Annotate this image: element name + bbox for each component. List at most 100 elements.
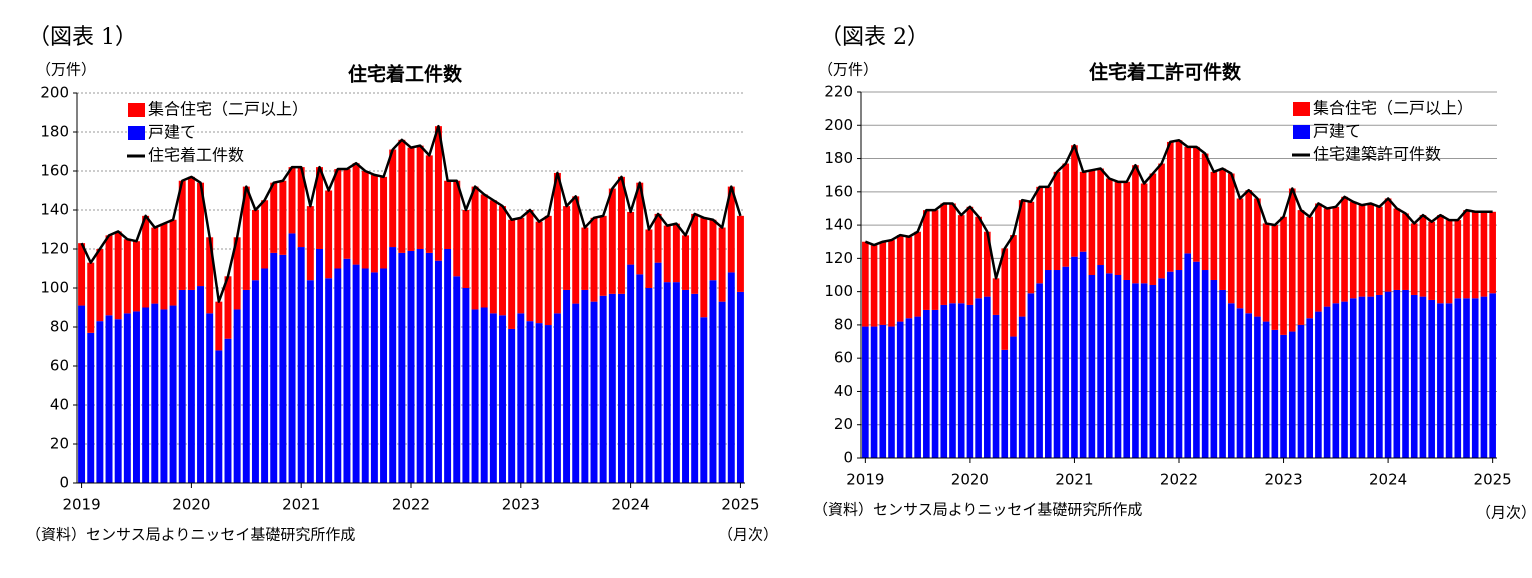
bar-segment: [1071, 145, 1078, 257]
chart-title: 住宅着工許可件数: [1089, 61, 1242, 84]
y-tick-label: 200: [40, 84, 69, 102]
bar-segment: [1445, 220, 1453, 304]
bar-segment: [1402, 213, 1409, 290]
bar-segment: [297, 247, 305, 483]
bar-segment: [242, 186, 250, 290]
bar-segment: [957, 215, 965, 304]
bar-segment: [1027, 293, 1035, 458]
bar-segment: [251, 210, 259, 281]
bar-segment: [1437, 303, 1444, 458]
bar-segment: [940, 304, 948, 458]
bar-segment: [1254, 198, 1261, 317]
bar-segment: [682, 235, 689, 290]
bar-segment: [645, 229, 653, 288]
bar-segment: [462, 288, 470, 483]
bar-segment: [489, 200, 497, 314]
bar-segment: [325, 190, 333, 279]
bar-segment: [1132, 283, 1139, 458]
bar-segment: [1053, 270, 1061, 458]
bar-segment: [380, 268, 388, 483]
bar-segment: [1358, 296, 1366, 458]
bar-segment: [160, 223, 168, 310]
bar-segment: [123, 313, 131, 483]
y-tick-label: 120: [40, 240, 69, 258]
y-tick-label: 140: [824, 216, 853, 234]
bar-segment: [581, 227, 589, 290]
x-tick-label: 2024: [1369, 471, 1407, 489]
bar-segment: [940, 203, 948, 305]
bar-segment: [96, 249, 104, 322]
bar-segment: [672, 223, 680, 283]
bar-segment: [572, 196, 580, 304]
bar-segment: [966, 206, 974, 305]
bar-segment: [1489, 211, 1496, 294]
bar-segment: [1393, 208, 1401, 290]
bar-segment: [1105, 273, 1113, 458]
bar-segment: [905, 236, 913, 319]
bar-segment: [297, 167, 305, 248]
bar-segment: [617, 293, 625, 483]
bar-segment: [1018, 316, 1026, 458]
bar-segment: [700, 217, 708, 318]
x-tick-label: 2020: [172, 496, 210, 514]
bar-segment: [334, 169, 342, 269]
y-unit: （万件）: [36, 61, 96, 79]
bar-segment: [1001, 349, 1009, 458]
bar-segment: [233, 237, 241, 310]
bar-segment: [590, 217, 598, 302]
bar-segment: [1306, 318, 1313, 458]
bar-segment: [1010, 235, 1017, 337]
bar-segment: [984, 231, 991, 297]
bar-segment: [178, 180, 186, 290]
bar-segment: [1254, 316, 1261, 458]
bar-segment: [105, 315, 113, 483]
bar-segment: [718, 301, 726, 483]
bar-segment: [691, 293, 699, 483]
bar-segment: [215, 350, 223, 483]
y-tick-label: 20: [50, 435, 69, 453]
bar-segment: [526, 321, 534, 483]
bar-segment: [1140, 283, 1148, 458]
bar-segment: [1158, 278, 1165, 458]
bar-segment: [1428, 299, 1435, 458]
bar-segment: [407, 250, 415, 483]
bar-segment: [870, 245, 878, 327]
bar-segment: [1367, 203, 1374, 297]
bar-segment: [563, 289, 571, 483]
bar-segment: [279, 254, 287, 483]
bar-segment: [1419, 296, 1427, 458]
y-tick-label: 0: [59, 474, 69, 492]
bar-segment: [636, 274, 644, 483]
bar-segment: [736, 291, 744, 483]
bar-segment: [1454, 220, 1462, 299]
bar-segment: [1297, 324, 1305, 458]
bar-segment: [1175, 270, 1183, 458]
bar-segment: [352, 163, 360, 265]
y-tick-label: 160: [824, 182, 853, 200]
bar-segment: [1079, 171, 1087, 252]
bar-segment: [1376, 206, 1383, 295]
bar-segment: [407, 147, 415, 251]
bar-segment: [434, 126, 442, 261]
bar-segment: [1245, 313, 1253, 458]
bar-segment: [1315, 311, 1322, 458]
total-line: [80, 124, 742, 303]
bar-segment: [1097, 168, 1104, 266]
bar-segment: [160, 309, 168, 483]
bar-segment: [288, 167, 296, 234]
source-note: （資料）センサス局よりニッセイ基礎研究所作成: [26, 526, 355, 544]
bar-segment: [966, 304, 974, 458]
bar-segment: [1236, 308, 1244, 458]
bar-segment: [114, 319, 122, 483]
bar-segment: [1341, 196, 1348, 302]
bar-segment: [251, 280, 259, 483]
bar-segment: [957, 303, 965, 458]
bar-segment: [78, 243, 86, 306]
bar-segment: [1114, 275, 1122, 458]
bar-segment: [1489, 293, 1496, 458]
bar-segment: [389, 149, 397, 248]
bar-segment: [1341, 301, 1348, 458]
bar-segment: [975, 216, 982, 299]
bar-segment: [87, 332, 95, 483]
bar-segment: [544, 325, 552, 483]
